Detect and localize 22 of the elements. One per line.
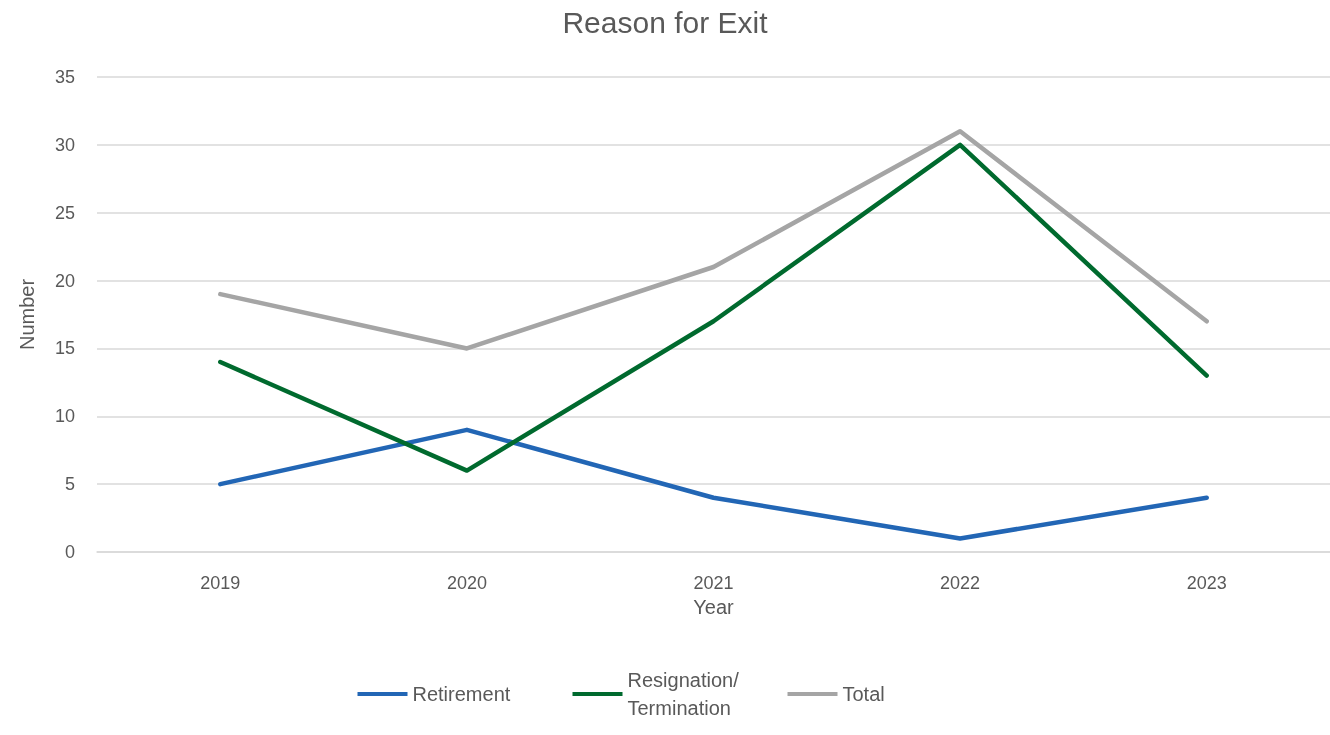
y-axis-title: Number xyxy=(16,278,38,351)
y-tick-label: 30 xyxy=(54,134,75,155)
x-tick-label: 2021 xyxy=(693,573,734,593)
x-tick-label: 2019 xyxy=(200,573,241,593)
y-tick-label: 15 xyxy=(54,338,75,359)
x-tick-label: 2023 xyxy=(1186,573,1227,593)
legend-label: Resignation/ Termination xyxy=(627,669,745,719)
line-series xyxy=(218,427,1209,541)
line-series xyxy=(218,142,1209,473)
legend-label: Retirement xyxy=(412,683,511,705)
y-tick-label: 0 xyxy=(64,542,75,562)
y-tick-label: 10 xyxy=(54,406,75,427)
y-tick-label: 20 xyxy=(54,270,75,291)
legend-label: Total xyxy=(842,683,885,705)
x-axis-title: Year xyxy=(693,595,735,618)
y-tick-label: 35 xyxy=(54,67,75,87)
chart-title: Reason for Exit xyxy=(562,5,769,39)
y-tick-label: 5 xyxy=(64,474,75,495)
y-tick-label: 25 xyxy=(54,202,75,223)
line-series xyxy=(218,129,1209,351)
x-tick-label: 2020 xyxy=(446,573,487,593)
x-tick-label: 2022 xyxy=(940,573,981,593)
